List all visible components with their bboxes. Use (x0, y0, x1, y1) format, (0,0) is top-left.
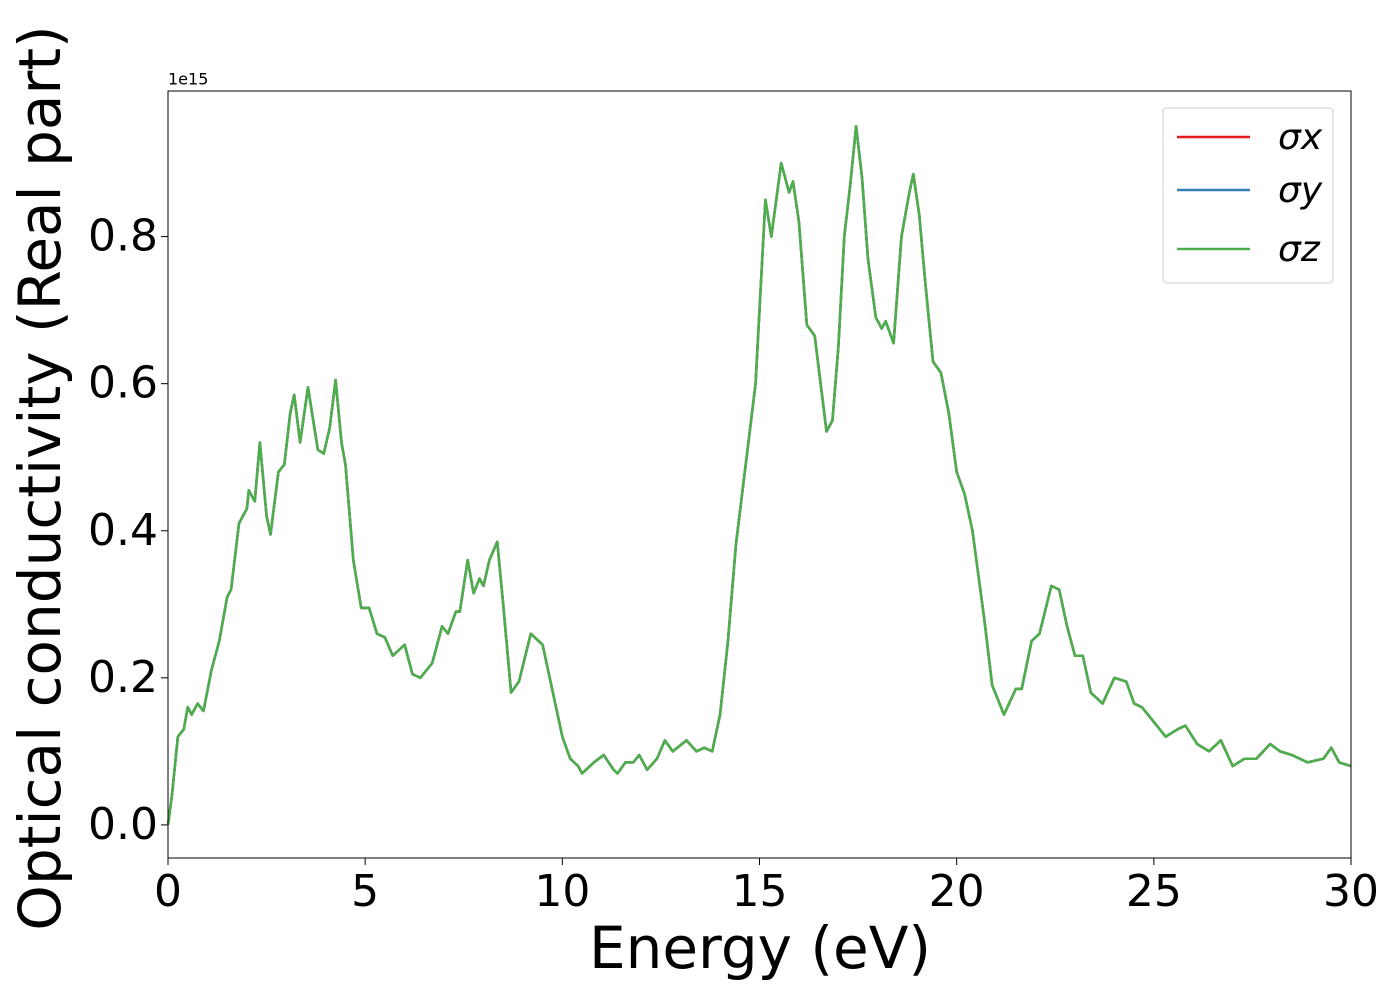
y-tick-label: 0.0 (88, 799, 158, 850)
x-axis-label: Energy (eV) (589, 914, 931, 982)
x-tick-label: 15 (732, 866, 788, 917)
legend-label: σy (1278, 170, 1323, 211)
x-tick-label: 20 (929, 866, 985, 917)
y-axis-label: Optical conductivity (Real part) (6, 25, 74, 930)
series-line (166, 125, 1352, 826)
y-tick-label: 0.6 (88, 358, 158, 409)
y-tick-label: 0.2 (88, 652, 158, 703)
plot-frame (167, 90, 1352, 859)
offset-text: 1e15 (168, 70, 208, 89)
y-tick-label: 0.8 (88, 211, 158, 262)
x-tick-label: 25 (1126, 866, 1182, 917)
y-tick-label: 0.4 (88, 505, 158, 556)
legend-box (1162, 107, 1334, 284)
x-tick-label: 10 (534, 866, 590, 917)
x-tick-label: 0 (154, 866, 182, 917)
legend-label: σx (1278, 117, 1323, 158)
x-tick-label: 5 (351, 866, 379, 917)
x-tick-label: 30 (1323, 866, 1379, 917)
legend-label: σz (1278, 229, 1321, 270)
